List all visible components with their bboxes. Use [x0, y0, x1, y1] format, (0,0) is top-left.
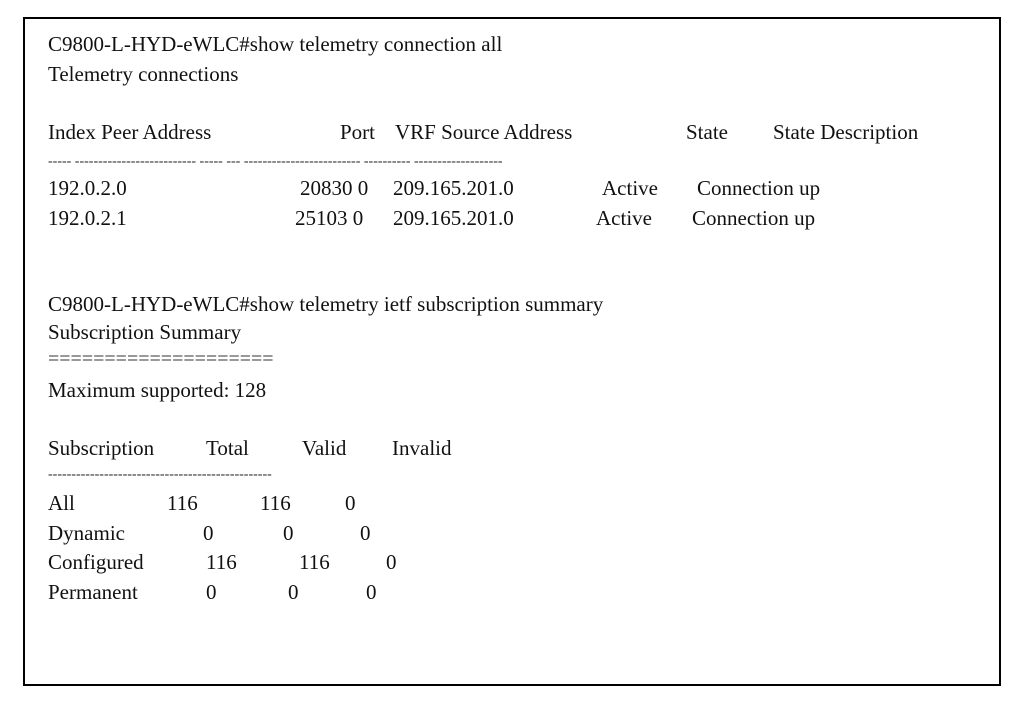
subscription-row-permanent-invalid: 0 [366, 580, 377, 604]
subscription-row-all-valid: 116 [260, 491, 291, 515]
cli-output-frame [23, 17, 1001, 686]
connection-row-1-peer: 192.0.2.0 [48, 176, 127, 200]
subscription-row-permanent-name: Permanent [48, 580, 138, 604]
header-port: Port [340, 120, 376, 144]
connection-row-1-source: 209.165.201.0 [393, 176, 514, 200]
subscription-row-dynamic-valid: 0 [283, 521, 294, 545]
table-separator-subscription: ----------------------------------------… [48, 467, 272, 482]
max-supported: Maximum supported: 128 [48, 378, 267, 402]
connection-row-2-port-vrf: 25103 0 [295, 206, 364, 230]
header-invalid: Invalid [392, 436, 452, 460]
command-line-connections: C9800-L-HYD-eWLC#show telemetry connecti… [48, 32, 503, 56]
header-index-peer: Index Peer Address [48, 120, 212, 144]
header-state-description: State Description [773, 120, 919, 144]
header-subscription: Subscription [48, 436, 155, 460]
section-title-connections: Telemetry connections [48, 62, 239, 86]
subscription-row-permanent-valid: 0 [288, 580, 299, 604]
connection-row-1-state: Active [602, 176, 658, 200]
connection-row-1-port-vrf: 20830 0 [300, 176, 369, 200]
header-total: Total [206, 436, 249, 460]
subscription-row-configured-invalid: 0 [386, 550, 397, 574]
title-underline: ==================== [48, 348, 274, 370]
subscription-row-dynamic-total: 0 [203, 521, 214, 545]
header-valid: Valid [302, 436, 347, 460]
subscription-row-all-name: All [48, 491, 75, 515]
subscription-row-configured-total: 116 [206, 550, 237, 574]
subscription-row-permanent-total: 0 [206, 580, 217, 604]
connection-row-2-source: 209.165.201.0 [393, 206, 514, 230]
subscription-row-configured-valid: 116 [299, 550, 330, 574]
subscription-row-dynamic-name: Dynamic [48, 521, 125, 545]
header-state: State [686, 120, 728, 144]
connection-row-2-peer: 192.0.2.1 [48, 206, 127, 230]
table-separator-connections: ----- -------------------------- ----- -… [48, 154, 503, 169]
subscription-row-configured-name: Configured [48, 550, 144, 574]
header-vrf-source: VRF Source Address [395, 120, 573, 144]
command-line-subscription: C9800-L-HYD-eWLC#show telemetry ietf sub… [48, 292, 604, 316]
connection-row-1-description: Connection up [697, 176, 821, 200]
subscription-row-dynamic-invalid: 0 [360, 521, 371, 545]
subscription-row-all-total: 116 [167, 491, 198, 515]
subscription-row-all-invalid: 0 [345, 491, 356, 515]
connection-row-2-description: Connection up [692, 206, 816, 230]
connection-row-2-state: Active [596, 206, 652, 230]
section-title-subscription: Subscription Summary [48, 320, 242, 344]
